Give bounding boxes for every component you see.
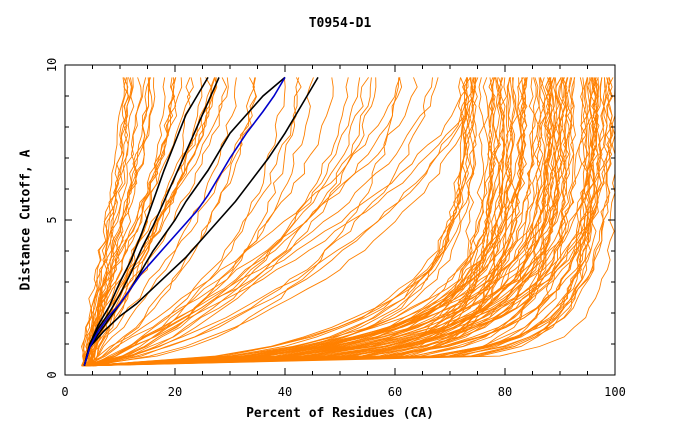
x-tick-label: 20 xyxy=(168,385,182,399)
model-curve xyxy=(87,77,470,367)
y-tick-label: 5 xyxy=(45,216,59,223)
model-curve xyxy=(86,77,474,367)
model-curve xyxy=(83,77,468,367)
model-curve xyxy=(89,77,606,367)
model-curve xyxy=(86,77,506,367)
model-curve xyxy=(89,77,557,367)
model-curve xyxy=(88,77,562,367)
model-curve xyxy=(90,77,361,367)
highlight-curve-black-2 xyxy=(83,77,220,366)
model-curve xyxy=(86,77,401,367)
model-curve xyxy=(82,77,134,366)
model-curve xyxy=(93,77,377,367)
model-curve xyxy=(86,77,439,367)
model-curve xyxy=(90,77,177,366)
y-axis-label: Distance Cutoff, A xyxy=(18,149,34,291)
model-curve xyxy=(81,77,418,367)
model-curve xyxy=(87,77,237,367)
model-curve xyxy=(93,77,485,367)
y-tick-label: 10 xyxy=(45,58,59,72)
model-curve xyxy=(93,77,477,367)
model-curve xyxy=(86,77,524,367)
model-curve xyxy=(84,77,495,367)
x-tick-label: 60 xyxy=(388,385,402,399)
model-curve xyxy=(81,77,517,367)
highlighted-model-lines xyxy=(83,76,319,366)
background-model-lines xyxy=(81,77,616,367)
model-curve xyxy=(91,77,477,367)
model-curve xyxy=(82,77,555,367)
highlight-curve-blue xyxy=(83,76,286,366)
x-tick-label: 40 xyxy=(278,385,292,399)
model-curve xyxy=(85,77,286,367)
model-curve xyxy=(93,77,166,366)
model-curve xyxy=(91,77,334,367)
highlight-curve-black-3 xyxy=(83,76,286,366)
model-curve xyxy=(85,77,562,367)
model-curve xyxy=(83,77,257,366)
model-curve xyxy=(82,77,515,367)
model-curve xyxy=(87,77,542,367)
model-curve xyxy=(81,77,608,367)
model-curve xyxy=(88,77,506,367)
model-curve xyxy=(83,77,568,367)
x-tick-label: 0 xyxy=(61,385,68,399)
model-curve xyxy=(92,77,475,367)
highlight-curve-black-1 xyxy=(83,76,209,366)
y-tick-label: 0 xyxy=(45,371,59,378)
model-curve xyxy=(86,77,256,367)
x-tick-label: 80 xyxy=(498,385,512,399)
model-curve xyxy=(84,77,400,367)
model-curve xyxy=(88,77,314,367)
model-curve xyxy=(88,77,592,367)
model-curve xyxy=(84,77,528,367)
model-curve xyxy=(89,77,130,366)
model-curve xyxy=(84,77,490,367)
model-curve xyxy=(86,77,496,367)
chart-title: T0954-D1 xyxy=(308,16,372,31)
model-curve xyxy=(81,77,129,366)
x-tick-label: 100 xyxy=(604,385,626,399)
model-curve xyxy=(91,77,469,367)
model-curve xyxy=(95,77,566,367)
model-curve xyxy=(88,77,479,367)
model-curve xyxy=(82,77,464,367)
model-curve xyxy=(94,77,568,367)
model-curve xyxy=(90,77,302,367)
highlight-curve-black-4 xyxy=(83,76,319,366)
model-curve xyxy=(85,77,552,367)
model-curve xyxy=(92,77,150,366)
model-curve xyxy=(93,77,560,367)
model-curve xyxy=(91,77,584,367)
model-curve xyxy=(89,77,194,366)
model-curve xyxy=(87,77,599,367)
model-curve xyxy=(85,77,552,367)
axis-ticks: 0 20 40 60 80 100 0 5 10 xyxy=(45,58,626,399)
model-curve xyxy=(94,77,496,367)
model-curve xyxy=(81,77,147,366)
x-axis-label: Percent of Residues (CA) xyxy=(246,406,434,421)
model-curve xyxy=(90,77,566,367)
model-curve xyxy=(94,77,468,367)
model-curve xyxy=(89,77,349,367)
model-curve xyxy=(84,77,614,367)
model-curve xyxy=(87,77,574,367)
model-curve xyxy=(83,77,552,367)
model-curve xyxy=(92,77,502,367)
model-curve xyxy=(83,77,537,367)
model-curve xyxy=(89,77,528,367)
model-curve xyxy=(88,77,433,367)
model-curve xyxy=(85,77,369,367)
model-curve xyxy=(83,77,570,367)
model-curve xyxy=(81,77,613,367)
model-curve xyxy=(85,77,599,367)
model-curve xyxy=(88,77,536,367)
model-curve xyxy=(82,77,191,366)
model-curve xyxy=(89,77,477,367)
